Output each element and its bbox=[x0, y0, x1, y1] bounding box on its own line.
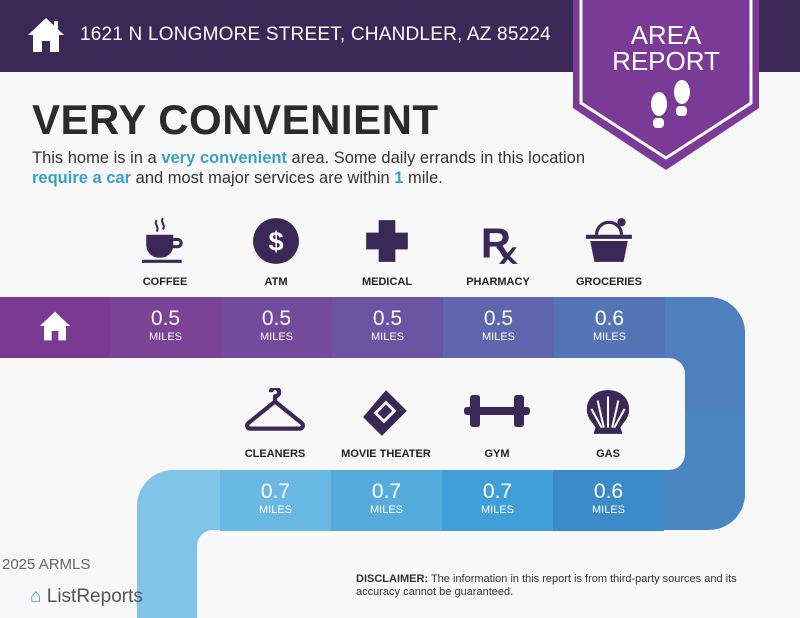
home-icon bbox=[28, 18, 64, 52]
distance-value: 0.6 bbox=[594, 307, 625, 330]
property-address: 1621 N LONGMORE STREET, CHANDLER, AZ 852… bbox=[80, 24, 551, 45]
distance-cell: 0.5 MILES bbox=[221, 297, 332, 358]
distance-unit: MILES bbox=[370, 331, 404, 343]
distance-cell: 0.5 MILES bbox=[110, 297, 221, 358]
distance-value: 0.7 bbox=[482, 480, 513, 503]
bottom-area bbox=[197, 530, 297, 618]
home-icon bbox=[39, 311, 71, 341]
svg-text:$: $ bbox=[268, 225, 283, 256]
watermark: 2025 ARMLS bbox=[2, 556, 91, 573]
description: This home is in a very convenient area. … bbox=[32, 149, 586, 187]
distance-value: 0.5 bbox=[261, 307, 292, 330]
distance-value: 0.5 bbox=[150, 307, 181, 330]
distance-unit: MILES bbox=[480, 504, 514, 516]
middle-area bbox=[0, 358, 685, 470]
distance-cell: 0.7 MILES bbox=[220, 470, 331, 531]
area-report-badge bbox=[573, 0, 759, 170]
badge-line-1: AREA bbox=[630, 20, 702, 50]
distance-unit: MILES bbox=[592, 331, 626, 343]
atm-icon: $ bbox=[221, 216, 331, 266]
footprints-icon bbox=[651, 80, 690, 128]
amenity-label: MEDICAL bbox=[361, 276, 413, 288]
medical-icon bbox=[332, 216, 442, 266]
distance-cell: 0.5 MILES bbox=[332, 297, 443, 358]
badge-line-2: REPORT bbox=[612, 46, 720, 76]
distance-value: 0.7 bbox=[260, 480, 291, 503]
distance-value: 0.5 bbox=[483, 307, 514, 330]
distance-value: 0.6 bbox=[593, 480, 624, 503]
groceries-icon bbox=[554, 216, 664, 266]
distance-cell: 0.5 MILES bbox=[443, 297, 554, 358]
amenity-label: GROCERIES bbox=[575, 276, 642, 288]
amenity-label: CLEANERS bbox=[244, 448, 306, 460]
distance-unit: MILES bbox=[258, 504, 292, 516]
disclaimer: DISCLAIMER: The information in this repo… bbox=[356, 573, 737, 598]
coffee-icon bbox=[110, 216, 220, 266]
area-report-title: AREA REPORT bbox=[573, 22, 759, 74]
ticket-icon bbox=[331, 388, 441, 438]
listreports-logo-text: ListReports bbox=[46, 586, 143, 607]
listreports-logo-icon: ⌂ bbox=[30, 586, 42, 607]
amenity-label: GAS bbox=[596, 448, 620, 460]
distance-unit: MILES bbox=[481, 331, 515, 343]
listreports-logo: ⌂ ListReports bbox=[30, 586, 143, 608]
distance-unit: MILES bbox=[369, 504, 403, 516]
distance-value: 0.5 bbox=[372, 307, 403, 330]
distance-cell: 0.6 MILES bbox=[554, 297, 665, 358]
amenity-label: GYM bbox=[484, 448, 510, 460]
distance-value: 0.7 bbox=[371, 480, 402, 503]
amenity-label: COFFEE bbox=[142, 276, 188, 288]
hanger-icon bbox=[220, 388, 330, 438]
distance-cell: 0.7 MILES bbox=[331, 470, 442, 531]
distance-cell: 0.7 MILES bbox=[442, 470, 553, 531]
distance-cell: 0.6 MILES bbox=[553, 470, 664, 531]
home-cell bbox=[0, 297, 110, 358]
distance-unit: MILES bbox=[259, 331, 293, 343]
distance-unit: MILES bbox=[148, 331, 182, 343]
dumbbell-icon bbox=[442, 388, 552, 438]
page-title: VERY CONVENIENT bbox=[32, 96, 439, 143]
amenity-label: MOVIE THEATER bbox=[341, 448, 431, 460]
pharmacy-icon: R bbox=[443, 216, 553, 266]
amenity-label: ATM bbox=[264, 276, 288, 288]
shell-icon bbox=[553, 388, 663, 438]
amenity-label: PHARMACY bbox=[466, 276, 530, 288]
distance-unit: MILES bbox=[591, 504, 625, 516]
